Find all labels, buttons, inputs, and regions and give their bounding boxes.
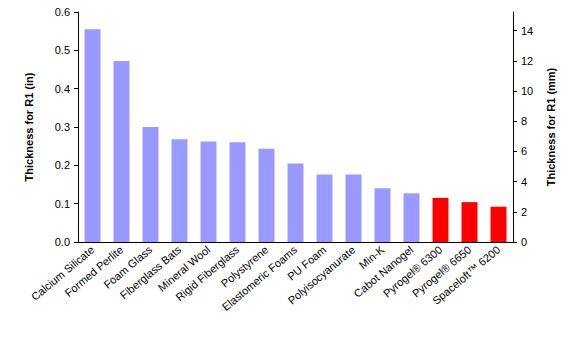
svg-text:0.6: 0.6: [55, 6, 70, 18]
svg-text:4: 4: [521, 176, 527, 188]
svg-text:Thickness for R1 (in): Thickness for R1 (in): [23, 72, 35, 181]
svg-text:Rigid Fiberglass: Rigid Fiberglass: [173, 243, 242, 304]
svg-text:0.5: 0.5: [55, 44, 70, 56]
svg-text:Polyisocyanurate: Polyisocyanurate: [285, 243, 357, 306]
svg-text:Foam Glass: Foam Glass: [101, 243, 155, 291]
svg-text:0.2: 0.2: [55, 159, 70, 171]
svg-text:10: 10: [521, 85, 533, 97]
svg-text:Pyrogel® 6300: Pyrogel® 6300: [380, 243, 445, 300]
svg-text:Min-K: Min-K: [356, 243, 387, 272]
svg-text:Fiberglass Bats: Fiberglass Bats: [117, 243, 184, 302]
svg-text:0.1: 0.1: [55, 198, 70, 210]
svg-text:Elastomeric Foams: Elastomeric Foams: [220, 243, 300, 313]
svg-text:Formed Perlite: Formed Perlite: [62, 243, 126, 299]
svg-text:8: 8: [521, 115, 527, 127]
svg-text:2: 2: [521, 206, 527, 218]
svg-text:0: 0: [521, 236, 527, 248]
svg-text:Cabot Nanogel: Cabot Nanogel: [351, 243, 416, 300]
svg-text:0.0: 0.0: [55, 236, 70, 248]
svg-text:PU Foam: PU Foam: [285, 243, 329, 283]
svg-text:6: 6: [521, 145, 527, 157]
svg-text:14: 14: [521, 25, 533, 37]
svg-text:Polystyrene: Polystyrene: [218, 243, 271, 290]
svg-text:Pyrogel® 6650: Pyrogel® 6650: [409, 243, 474, 300]
svg-text:0.3: 0.3: [55, 121, 70, 133]
svg-text:0.4: 0.4: [55, 83, 70, 95]
svg-text:Calcium Silicate: Calcium Silicate: [28, 243, 97, 303]
svg-text:Spaceloft™ 6200: Spaceloft™ 6200: [430, 243, 502, 306]
svg-text:Mineral Wool: Mineral Wool: [155, 243, 213, 294]
svg-text:12: 12: [521, 55, 533, 67]
svg-text:Thickness for R1 (mm): Thickness for R1 (mm): [545, 67, 557, 186]
